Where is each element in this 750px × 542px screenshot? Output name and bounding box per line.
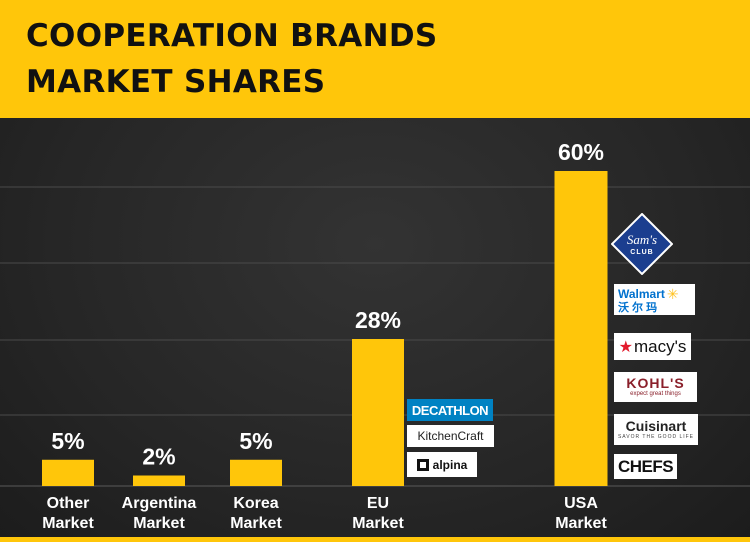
walmart-logo-cn: 沃 尔 玛 <box>618 301 658 314</box>
alpina-icon <box>416 458 429 471</box>
category-label: Korea <box>233 495 278 512</box>
category-label: Market <box>42 515 94 532</box>
alpina-logo-text: alpina <box>432 457 468 472</box>
walmart-logo: Walmart ✳ 沃 尔 玛 <box>614 284 695 315</box>
data-label: 2% <box>142 444 175 470</box>
macys-logo-text: macy's <box>633 336 687 356</box>
category-label: Market <box>555 515 607 532</box>
data-label: 5% <box>239 428 272 454</box>
decathlon-logo: DECATHLON <box>407 399 493 421</box>
bar <box>352 339 404 486</box>
title-line-2: MARKET SHARES <box>26 64 326 100</box>
sams-club-name: Sam's <box>626 232 658 247</box>
bar <box>554 171 608 486</box>
category-label: Market <box>133 515 185 532</box>
kitchencraft-logo-text: KitchenCraft <box>417 429 484 443</box>
kohls-logo: KOHL'S expect great things <box>614 372 697 402</box>
walmart-spark-icon: ✳ <box>666 285 679 302</box>
kohls-logo-text: KOHL'S <box>626 375 685 391</box>
sams-club-sub: CLUB <box>630 249 654 256</box>
cuisinart-logo-text: Cuisinart <box>625 418 687 434</box>
walmart-logo-text: Walmart <box>618 287 665 301</box>
category-label: Market <box>230 515 282 532</box>
cuisinart-logo: Cuisinart SAVOR THE GOOD LIFE <box>614 414 698 445</box>
category-label: USA <box>564 495 598 512</box>
category-label: EU <box>367 495 389 512</box>
bottom-accent-bar <box>0 537 750 542</box>
alpina-logo: alpina <box>407 452 477 477</box>
kohls-tagline: expect great things <box>630 391 681 397</box>
cuisinart-tagline: SAVOR THE GOOD LIFE <box>617 434 695 440</box>
category-label: Argentina <box>122 495 197 512</box>
category-label: Market <box>352 515 404 532</box>
decathlon-logo-text: DECATHLON <box>411 402 489 418</box>
bar <box>133 475 185 486</box>
macys-star-icon: ★ <box>618 338 633 356</box>
chefs-logo: CHEFS <box>614 454 677 479</box>
title-line-1: COOPERATION BRANDS <box>26 18 438 54</box>
title-banner: COOPERATION BRANDS MARKET SHARES <box>0 0 750 118</box>
bar <box>42 459 94 486</box>
sams-club-logo: Sam's CLUB <box>611 213 673 275</box>
data-label: 5% <box>51 428 84 454</box>
bar <box>230 459 282 486</box>
kitchencraft-logo: KitchenCraft <box>407 425 494 447</box>
chefs-logo-text: CHEFS <box>617 456 674 476</box>
data-label: 28% <box>355 307 401 333</box>
data-label: 60% <box>558 139 604 165</box>
macys-logo: ★ macy's <box>614 333 691 360</box>
sams-club-icon <box>611 213 673 275</box>
category-label: Other <box>47 495 90 512</box>
